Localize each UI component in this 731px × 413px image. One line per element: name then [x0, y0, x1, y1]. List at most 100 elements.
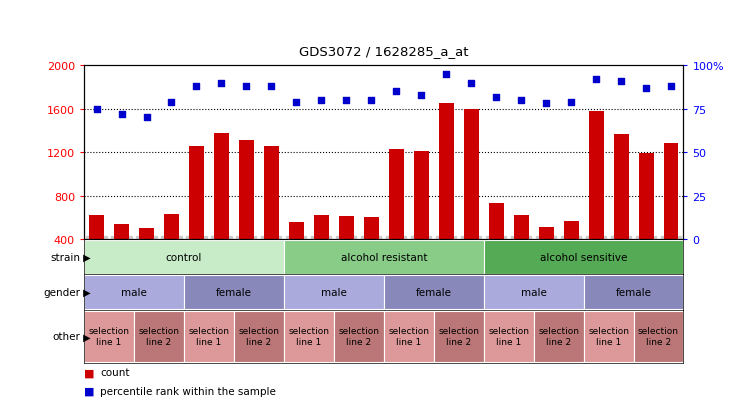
Text: selection
line 1: selection line 1: [189, 327, 230, 347]
Bar: [639, 154, 654, 240]
Text: selection
line 2: selection line 2: [338, 327, 379, 347]
Text: female: female: [216, 287, 252, 297]
Bar: [384, 311, 433, 362]
Point: [265, 83, 277, 90]
Text: strain: strain: [50, 252, 80, 262]
Bar: [384, 275, 484, 309]
Bar: [588, 112, 604, 240]
Point: [590, 77, 602, 83]
Point: [140, 115, 152, 121]
Point: [466, 80, 477, 87]
Point: [316, 97, 327, 104]
Bar: [364, 218, 379, 240]
Bar: [484, 275, 583, 309]
Bar: [314, 216, 329, 240]
Bar: [634, 311, 683, 362]
Bar: [534, 311, 583, 362]
Text: selection
line 1: selection line 1: [388, 327, 429, 347]
Text: selection
line 2: selection line 2: [138, 327, 180, 347]
Text: GDS3072 / 1628285_a_at: GDS3072 / 1628285_a_at: [299, 45, 469, 58]
Bar: [583, 311, 634, 362]
Point: [415, 92, 427, 99]
Point: [191, 83, 202, 90]
Point: [540, 101, 552, 107]
Bar: [264, 146, 279, 240]
Bar: [239, 141, 254, 240]
Point: [390, 89, 402, 95]
Point: [665, 83, 677, 90]
Point: [440, 71, 452, 78]
Bar: [463, 109, 479, 240]
Text: female: female: [616, 287, 651, 297]
Bar: [564, 222, 579, 240]
Bar: [484, 240, 683, 274]
Text: ▶: ▶: [80, 332, 91, 342]
Point: [290, 99, 302, 106]
Bar: [184, 275, 284, 309]
Bar: [184, 311, 234, 362]
Point: [216, 80, 227, 87]
Text: percentile rank within the sample: percentile rank within the sample: [100, 386, 276, 396]
Text: alcohol sensitive: alcohol sensitive: [540, 252, 627, 262]
Bar: [583, 275, 683, 309]
Bar: [114, 224, 129, 240]
Bar: [613, 134, 629, 240]
Bar: [284, 311, 334, 362]
Point: [366, 97, 377, 104]
Text: gender: gender: [43, 287, 80, 297]
Point: [341, 97, 352, 104]
Bar: [89, 216, 104, 240]
Point: [491, 94, 502, 101]
Text: selection
line 2: selection line 2: [538, 327, 579, 347]
Text: selection
line 2: selection line 2: [438, 327, 480, 347]
Bar: [539, 228, 553, 240]
Bar: [84, 311, 134, 362]
Bar: [139, 229, 154, 240]
Text: alcohol resistant: alcohol resistant: [341, 252, 427, 262]
Text: ▶: ▶: [80, 252, 91, 262]
Point: [166, 99, 178, 106]
Text: selection
line 2: selection line 2: [638, 327, 679, 347]
Bar: [334, 311, 384, 362]
Bar: [234, 311, 284, 362]
Text: other: other: [53, 332, 80, 342]
Text: selection
line 1: selection line 1: [588, 327, 629, 347]
Bar: [189, 146, 204, 240]
Text: control: control: [166, 252, 202, 262]
Point: [515, 97, 527, 104]
Bar: [134, 311, 184, 362]
Point: [565, 99, 577, 106]
Bar: [284, 240, 484, 274]
Text: male: male: [321, 287, 346, 297]
Bar: [289, 222, 304, 240]
Bar: [164, 215, 179, 240]
Point: [240, 83, 252, 90]
Bar: [338, 217, 354, 240]
Bar: [284, 275, 384, 309]
Bar: [433, 311, 484, 362]
Text: ■: ■: [84, 386, 94, 396]
Bar: [389, 150, 404, 240]
Text: ■: ■: [84, 368, 94, 377]
Text: selection
line 1: selection line 1: [488, 327, 529, 347]
Bar: [414, 152, 428, 240]
Text: ▶: ▶: [80, 287, 91, 297]
Bar: [664, 144, 678, 240]
Text: selection
line 1: selection line 1: [288, 327, 330, 347]
Text: selection
line 1: selection line 1: [88, 327, 129, 347]
Point: [616, 78, 627, 85]
Bar: [488, 204, 504, 240]
Text: male: male: [520, 287, 547, 297]
Point: [115, 112, 127, 118]
Text: count: count: [100, 368, 129, 377]
Text: female: female: [416, 287, 452, 297]
Bar: [84, 275, 184, 309]
Point: [640, 85, 652, 92]
Bar: [484, 311, 534, 362]
Text: male: male: [121, 287, 147, 297]
Bar: [439, 104, 454, 240]
Text: selection
line 2: selection line 2: [238, 327, 279, 347]
Bar: [514, 216, 529, 240]
Point: [91, 106, 102, 113]
Bar: [84, 240, 284, 274]
